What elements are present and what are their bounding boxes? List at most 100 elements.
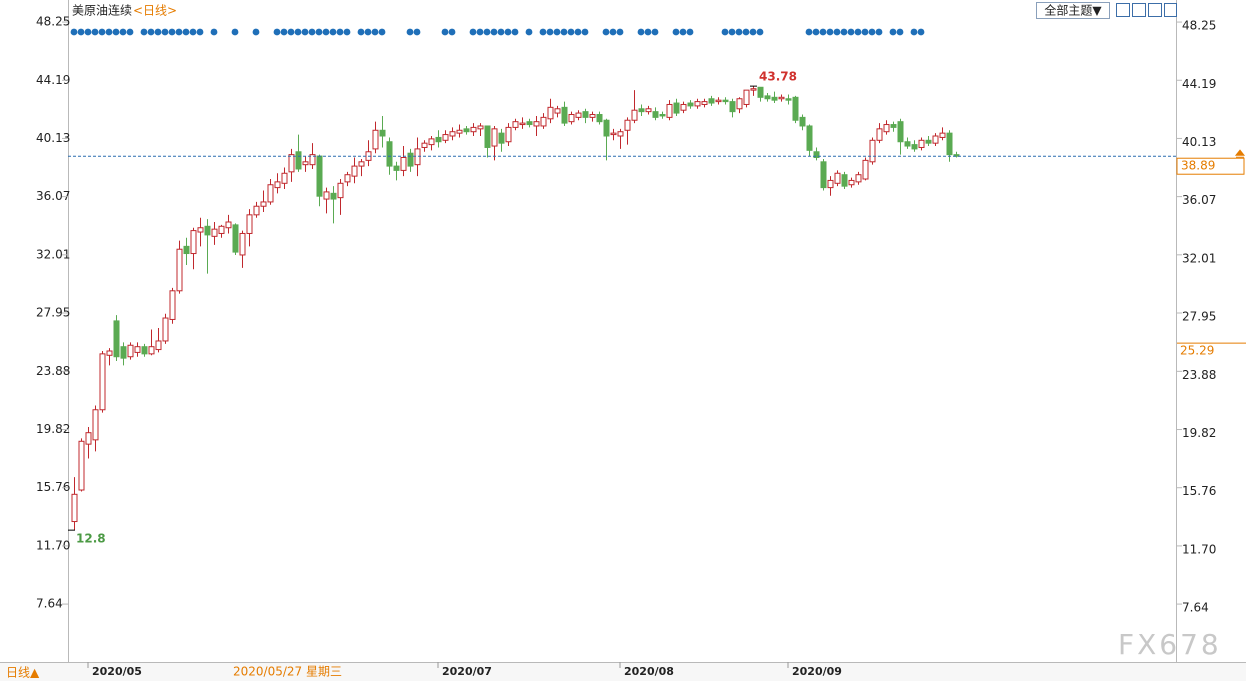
- candle-body: [190, 230, 197, 255]
- candle-body: [701, 101, 708, 105]
- signal-dot: [651, 28, 659, 36]
- candle-body: [344, 174, 351, 183]
- candle-body: [428, 138, 435, 146]
- signal-dot: [210, 28, 218, 36]
- signal-dot: [119, 28, 127, 36]
- signal-dot: [805, 28, 813, 36]
- candle-body: [708, 98, 715, 104]
- signal-dot: [812, 28, 820, 36]
- signal-dot: [749, 28, 757, 36]
- signal-dot: [91, 28, 99, 36]
- candle-body: [78, 440, 85, 491]
- candle-body: [687, 102, 694, 107]
- candle-body: [939, 132, 946, 138]
- signal-dot: [854, 28, 862, 36]
- candle-body: [855, 174, 862, 183]
- candle-body: [876, 128, 883, 141]
- watermark: FX678: [1118, 628, 1222, 661]
- candle-body: [358, 161, 365, 167]
- signal-dot: [609, 28, 617, 36]
- signal-dot: [77, 28, 85, 36]
- y-tick-label-right: 27.95: [1182, 310, 1216, 324]
- tool-icon[interactable]: [1132, 3, 1146, 17]
- signal-dot: [644, 28, 652, 36]
- low-label: 12.8: [76, 532, 106, 546]
- candle-body: [617, 131, 624, 137]
- candle-body: [771, 96, 778, 101]
- signal-dot: [847, 28, 855, 36]
- candle-body: [141, 346, 148, 355]
- signal-dot: [910, 28, 918, 36]
- tool-icon[interactable]: [1148, 3, 1162, 17]
- signal-dot: [826, 28, 834, 36]
- signal-dot: [343, 28, 351, 36]
- signal-dot: [917, 28, 925, 36]
- signal-dot: [497, 28, 505, 36]
- candle-body: [162, 317, 169, 342]
- candle-body: [155, 340, 162, 351]
- candle-body: [470, 126, 477, 133]
- candle-body: [505, 126, 512, 143]
- signal-dot: [441, 28, 449, 36]
- candle-body: [694, 101, 701, 107]
- signal-dot: [553, 28, 561, 36]
- signal-dot: [889, 28, 897, 36]
- x-tick-label: 2020/09: [792, 665, 842, 678]
- y-tick-label-right: 19.82: [1182, 426, 1216, 440]
- candle-body: [743, 89, 750, 105]
- signal-dot: [336, 28, 344, 36]
- candle-body: [820, 161, 827, 189]
- time-bar: [0, 663, 1246, 681]
- candle-body: [260, 201, 267, 207]
- candle-body: [953, 154, 960, 157]
- y-tick-label: 7.64: [36, 597, 63, 611]
- signal-dot: [490, 28, 498, 36]
- candle-body: [435, 136, 442, 143]
- candle-body: [722, 99, 729, 103]
- signal-dot: [105, 28, 113, 36]
- candle-body: [330, 192, 337, 200]
- toolbar-icons[interactable]: [1116, 3, 1177, 17]
- candle-body: [295, 151, 302, 170]
- x-tick-label: 2020/08: [624, 665, 674, 678]
- candle-body: [778, 96, 785, 100]
- candle-body: [218, 225, 225, 234]
- candle-body: [729, 101, 736, 113]
- candle-body: [288, 154, 295, 173]
- theme-button[interactable]: [1036, 2, 1110, 19]
- candle-body: [85, 432, 92, 445]
- period-button[interactable]: 日线▲: [6, 666, 40, 680]
- signal-dot: [231, 28, 239, 36]
- signal-dot: [840, 28, 848, 36]
- candle-body: [309, 154, 316, 166]
- candle-body: [99, 353, 106, 411]
- candle-body: [799, 116, 806, 127]
- signal-dot: [875, 28, 883, 36]
- candle-body: [92, 409, 99, 441]
- candle-body: [890, 124, 897, 128]
- signal-dot: [672, 28, 680, 36]
- candle-body: [337, 182, 344, 199]
- signal-dot: [364, 28, 372, 36]
- y-tick-label-right: 40.13: [1182, 135, 1216, 149]
- candle-body: [120, 346, 127, 359]
- chart-title: 美原油连续: [72, 3, 132, 18]
- tool-icon[interactable]: [1116, 3, 1130, 17]
- signal-dot: [378, 28, 386, 36]
- candle-body: [274, 181, 281, 189]
- y-tick-label-right: 7.64: [1182, 601, 1209, 615]
- signal-dot: [581, 28, 589, 36]
- y-tick-label-right: 15.76: [1182, 484, 1216, 498]
- candle-body: [323, 191, 330, 200]
- signal-dot: [287, 28, 295, 36]
- theme-button-label[interactable]: 全部主题▼: [1044, 3, 1102, 18]
- candle-body: [71, 493, 78, 523]
- tool-icon[interactable]: [1164, 3, 1177, 17]
- signal-dot: [637, 28, 645, 36]
- candle-body: [421, 142, 428, 148]
- candle-body: [491, 128, 498, 147]
- candle-body: [827, 179, 834, 189]
- signal-dot: [168, 28, 176, 36]
- candle-body: [246, 214, 253, 234]
- candle-body: [589, 114, 596, 118]
